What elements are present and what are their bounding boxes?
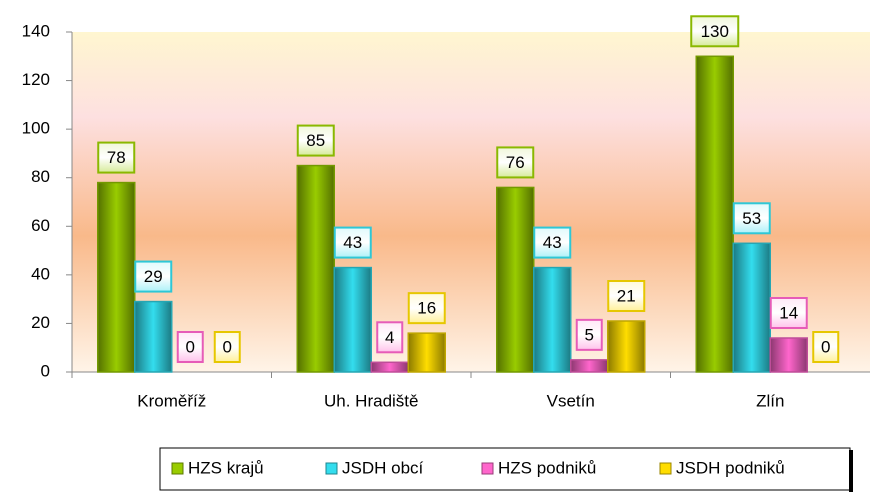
data-label-box: [176, 331, 204, 363]
y-tick-label: 100: [22, 119, 50, 138]
data-label: 29: [144, 267, 163, 286]
data-label: 16: [417, 299, 436, 318]
data-label-box: [407, 292, 446, 325]
data-label: 21: [617, 286, 636, 305]
data-label: 0: [223, 337, 232, 356]
data-label-box: [333, 226, 372, 259]
bar: [732, 242, 771, 373]
data-label-box: [732, 202, 771, 235]
y-tick-label: 120: [22, 70, 50, 89]
data-label: 130: [701, 22, 729, 41]
data-label: 43: [343, 233, 362, 252]
bar: [570, 359, 609, 373]
data-label-box: [690, 15, 740, 48]
data-label-box: [575, 318, 603, 351]
x-tick-label: Uh. Hradiště: [324, 391, 418, 410]
data-label: 85: [306, 131, 325, 150]
legend-label: HZS krajů: [188, 458, 264, 477]
legend-label: JSDH podniků: [676, 458, 785, 477]
data-label: 5: [585, 325, 594, 344]
y-tick-label: 0: [41, 361, 50, 380]
legend-box: [159, 447, 851, 491]
bar: [533, 266, 572, 373]
bar: [97, 181, 136, 373]
legend-marker: [659, 462, 672, 475]
data-label-box: [496, 146, 535, 179]
bar: [370, 361, 409, 373]
data-label-box: [213, 331, 241, 363]
x-tick-label: Kroměříž: [137, 391, 206, 410]
data-label: 76: [506, 153, 525, 172]
y-tick-label: 40: [31, 264, 50, 283]
y-tick-label: 80: [31, 167, 50, 186]
data-label: 14: [779, 303, 798, 322]
bar: [769, 337, 808, 373]
data-label-box: [607, 280, 646, 312]
data-label-box: [769, 297, 808, 329]
legend-marker: [171, 462, 184, 475]
bar: [695, 55, 734, 373]
data-label-box: [376, 321, 404, 354]
data-label-box: [134, 260, 173, 293]
bar: [496, 186, 535, 373]
y-tick-label: 140: [22, 21, 50, 40]
data-label: 4: [385, 328, 394, 347]
data-label-box: [97, 141, 136, 174]
y-tick-label: 60: [31, 216, 50, 235]
data-label: 0: [821, 337, 830, 356]
data-label-box: [812, 331, 840, 363]
data-label: 0: [186, 337, 195, 356]
legend-marker: [481, 462, 494, 475]
legend-marker: [325, 462, 338, 475]
data-label-box: [296, 124, 335, 157]
bar: [407, 332, 446, 373]
bar: [607, 320, 646, 373]
x-tick-label: Vsetín: [547, 391, 595, 410]
data-label-box: [533, 226, 572, 259]
y-tick-label: 20: [31, 313, 50, 332]
bar: [296, 164, 335, 373]
legend-label: HZS podniků: [498, 458, 596, 477]
data-label: 78: [107, 148, 126, 167]
bar: [134, 300, 173, 373]
bar: [333, 266, 372, 373]
data-label: 53: [742, 209, 761, 228]
data-label: 43: [543, 233, 562, 252]
x-tick-label: Zlín: [756, 391, 784, 410]
legend-label: JSDH obcí: [342, 458, 424, 477]
